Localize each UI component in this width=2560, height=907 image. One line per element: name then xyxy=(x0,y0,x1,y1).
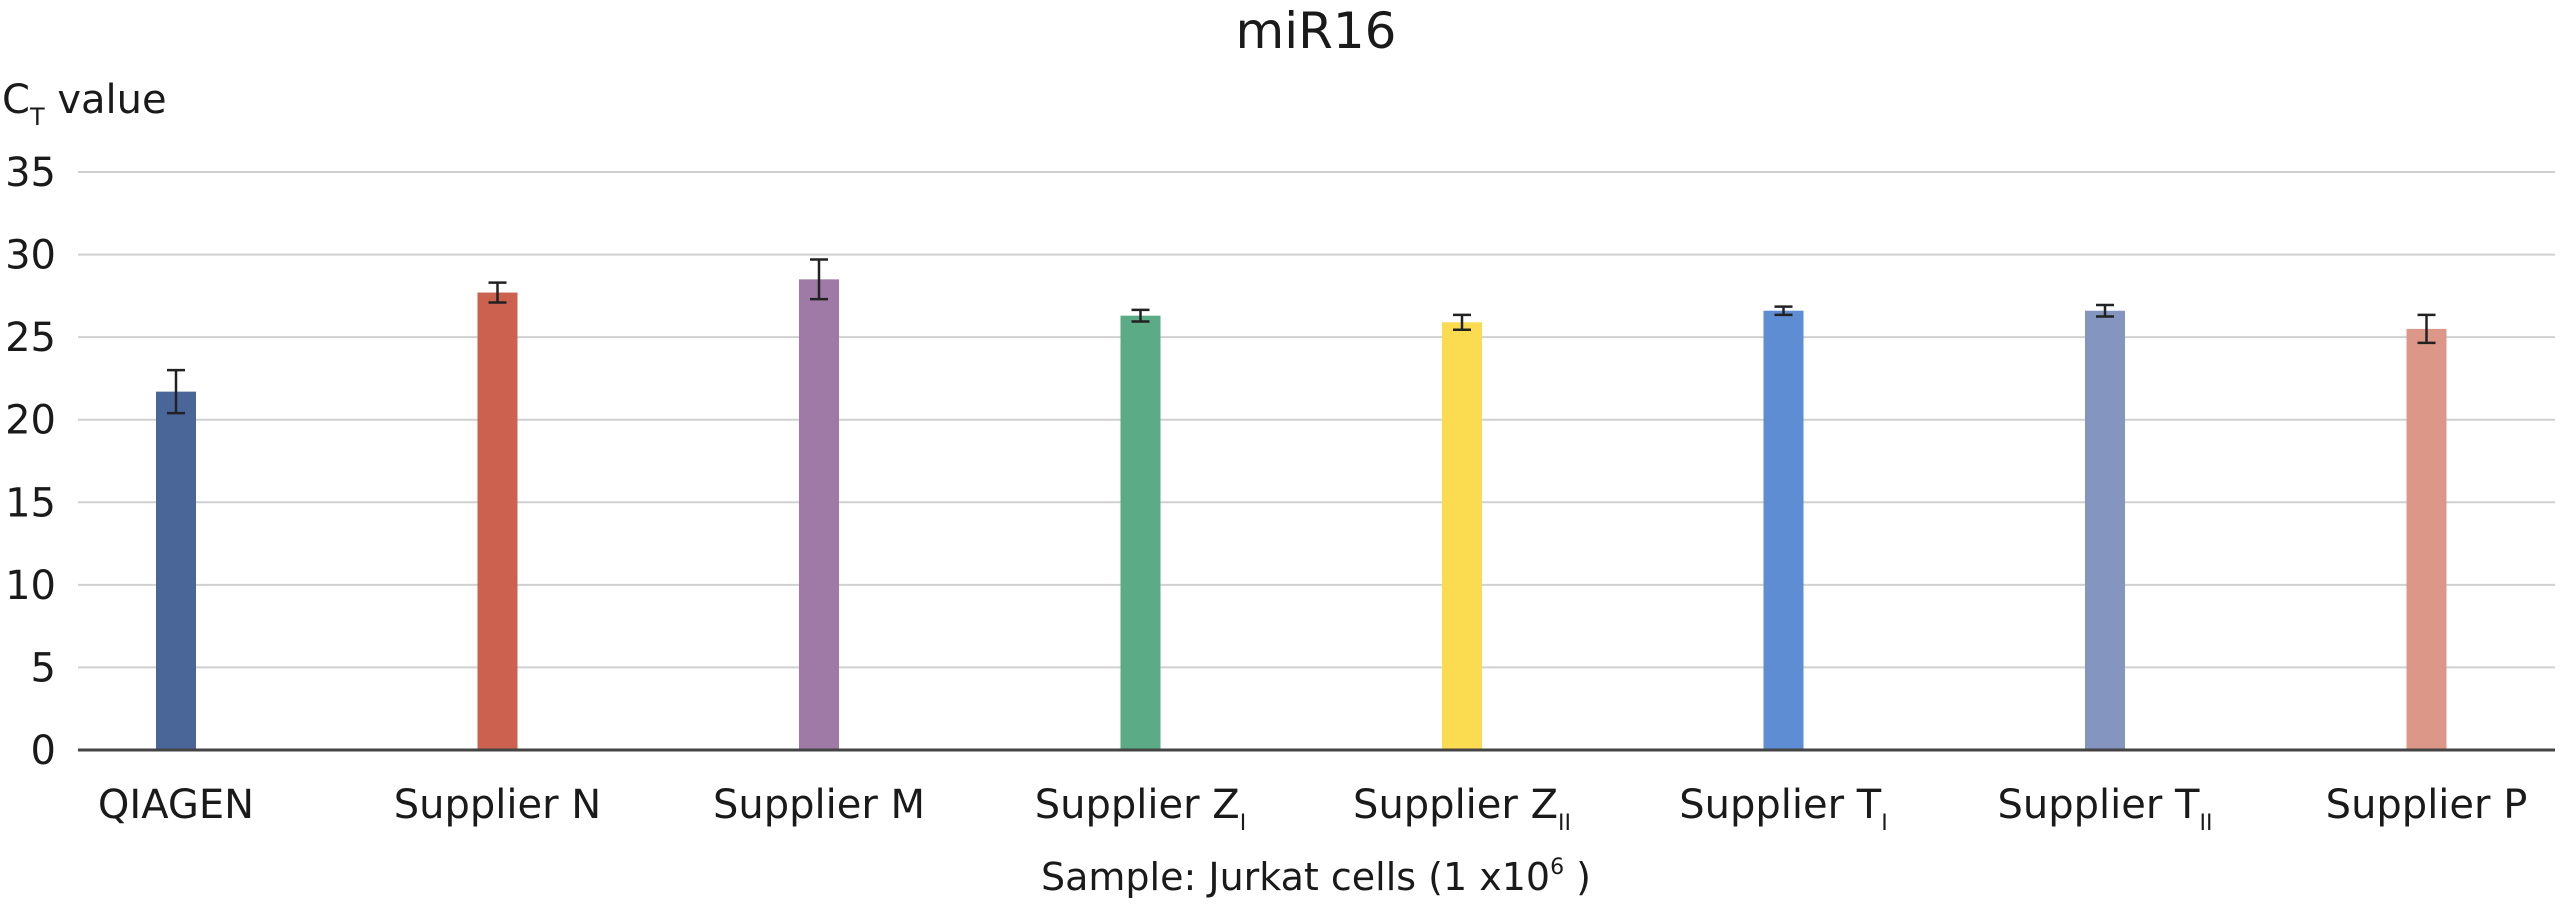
bar xyxy=(156,391,196,750)
x-category-label-sub: II xyxy=(2199,811,2212,836)
x-axis-label: Sample: Jurkat cells (1 x106 ) xyxy=(1041,855,1591,899)
x-axis-label-main: Sample: Jurkat cells (1 x10 xyxy=(1041,855,1550,899)
error-bar xyxy=(1774,305,1793,317)
y-tick-label: 20 xyxy=(5,398,56,444)
bar xyxy=(2085,310,2125,750)
y-axis-ticks: 0 5 10 15 20 25 30 35 xyxy=(5,150,56,774)
x-category-label: Supplier ZII xyxy=(1353,782,1571,836)
error-bar xyxy=(2096,303,2114,318)
x-category-label-main: Supplier Z xyxy=(1035,782,1240,828)
x-category-label-main: Supplier M xyxy=(713,782,925,828)
x-category-label-sub: I xyxy=(1240,811,1247,836)
error-bar xyxy=(810,258,828,301)
bar xyxy=(1763,310,1804,750)
x-category-label: Supplier TI xyxy=(1679,782,1887,836)
x-category-label: Supplier N xyxy=(394,782,601,828)
y-axis-label: CT value xyxy=(2,77,167,131)
error-bar xyxy=(2417,313,2436,345)
y-tick-label: 5 xyxy=(31,645,56,691)
y-tick-label: 25 xyxy=(5,315,56,361)
error-bar xyxy=(167,368,185,415)
bar xyxy=(2406,328,2447,750)
x-axis-categories: QIAGEN Supplier N Supplier M Supplier ZI Sup… xyxy=(98,782,2527,836)
y-tick-label: 35 xyxy=(5,150,56,196)
bar xyxy=(477,292,518,750)
y-tick-label: 15 xyxy=(5,480,56,526)
x-category-label-main: QIAGEN xyxy=(98,782,254,828)
x-category-label-main: Supplier T xyxy=(1679,782,1882,828)
y-tick-label: 30 xyxy=(5,233,56,279)
x-category-label-main: Supplier T xyxy=(1998,782,2201,828)
x-axis-label-sup: 6 xyxy=(1550,855,1564,880)
x-axis-label-rest: ) xyxy=(1564,855,1591,899)
error-bar xyxy=(488,281,507,304)
x-category-label: Supplier ZI xyxy=(1035,782,1246,836)
x-category-label-main: Supplier N xyxy=(394,782,601,828)
error-bar xyxy=(1453,313,1471,331)
error-bar xyxy=(1131,308,1150,323)
x-category-label-main: Supplier Z xyxy=(1353,782,1558,828)
y-axis-label-main: C xyxy=(2,77,30,123)
chart-title: miR16 xyxy=(1236,2,1397,60)
bar xyxy=(799,279,839,750)
x-category-label: QIAGEN xyxy=(98,782,254,828)
x-category-label-sub: II xyxy=(1558,811,1571,836)
x-category-label: Supplier TII xyxy=(1998,782,2213,836)
y-axis-label-sub: T xyxy=(29,103,45,131)
x-category-label: Supplier P xyxy=(2326,782,2528,828)
bar xyxy=(1120,315,1161,750)
x-category-label-sub: I xyxy=(1881,811,1888,836)
gridlines xyxy=(78,171,2555,669)
y-tick-label: 0 xyxy=(31,728,56,774)
bars xyxy=(156,279,2447,750)
x-category-label-main: Supplier P xyxy=(2326,782,2528,828)
y-axis-label-rest: value xyxy=(45,77,167,123)
x-category-label: Supplier M xyxy=(713,782,925,828)
bar xyxy=(1442,322,1482,750)
y-tick-label: 10 xyxy=(5,563,56,609)
error-bars xyxy=(167,258,2436,415)
